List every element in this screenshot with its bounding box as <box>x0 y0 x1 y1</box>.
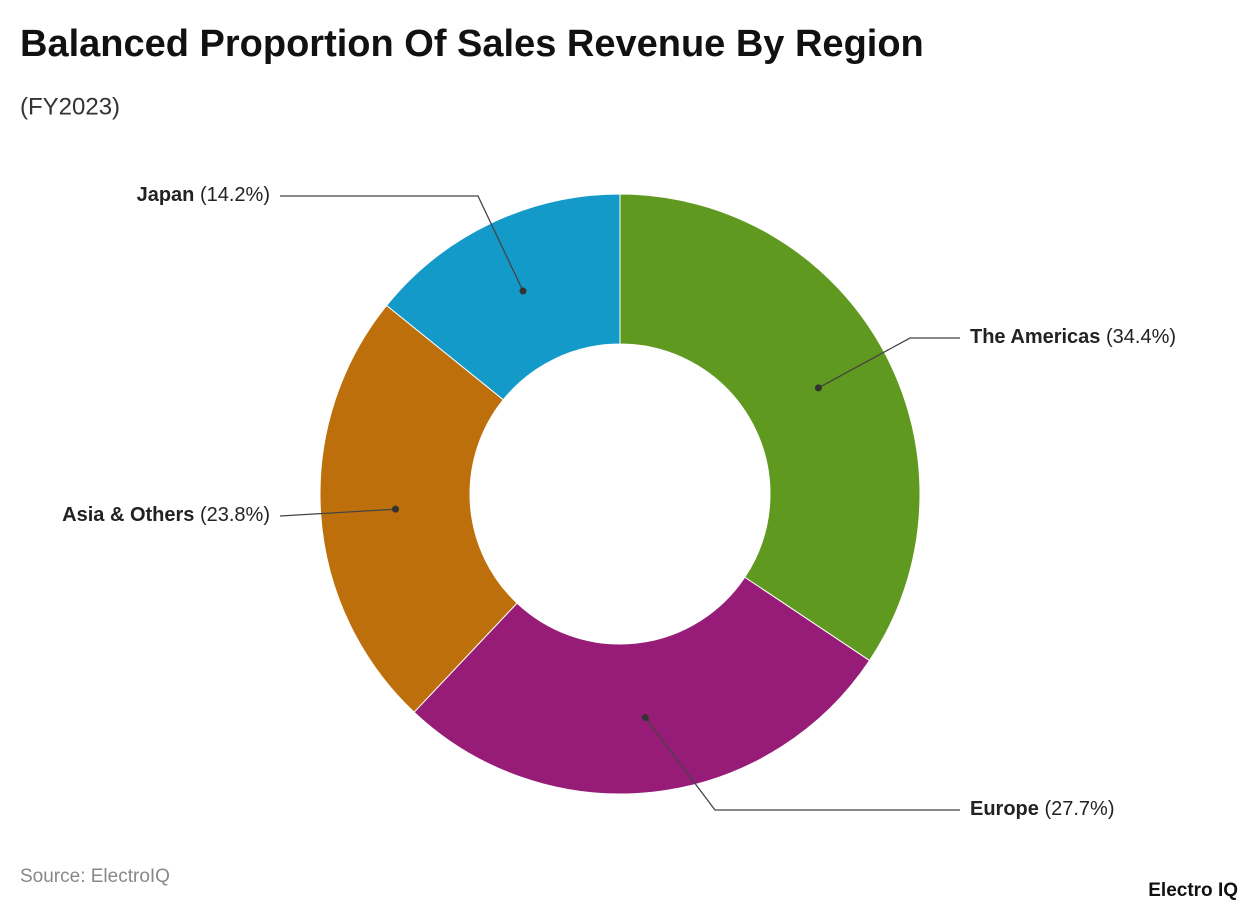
slice-label: Europe (27.7%) <box>970 798 1115 820</box>
slice-label: Japan (14.2%) <box>137 184 270 206</box>
donut-slice <box>413 576 871 795</box>
leader-line <box>644 717 960 811</box>
slice-label: The Americas (34.4%) <box>970 326 1176 348</box>
slice-value: (27.7%) <box>1044 798 1114 820</box>
chart-subtitle: (FY2023) <box>20 93 120 120</box>
leader-dot <box>392 505 400 513</box>
slice-value: (23.8%) <box>200 504 270 526</box>
slice-name: Asia & Others <box>62 504 194 526</box>
leader-line <box>280 195 524 292</box>
chart-title: Balanced Proportion Of Sales Revenue By … <box>20 23 924 65</box>
leader-dot <box>641 714 649 722</box>
slice-name: Europe <box>970 798 1039 820</box>
leader-line <box>818 337 960 389</box>
leader-line <box>279 508 396 517</box>
slice-value: (14.2%) <box>200 184 270 206</box>
source: Source: ElectroIQ <box>20 866 170 887</box>
slice-name: The Americas <box>970 326 1100 348</box>
slice-value: (34.4%) <box>1106 326 1176 348</box>
donut-slice <box>385 193 621 401</box>
slice-name: Japan <box>137 184 195 206</box>
slice-label: Asia & Others (23.8%) <box>62 504 270 526</box>
leader-dot <box>814 384 822 392</box>
donut-slice <box>319 304 518 713</box>
leader-dot <box>519 287 527 295</box>
donut-slice <box>619 193 921 662</box>
logo: Electro IQ <box>1148 880 1238 901</box>
